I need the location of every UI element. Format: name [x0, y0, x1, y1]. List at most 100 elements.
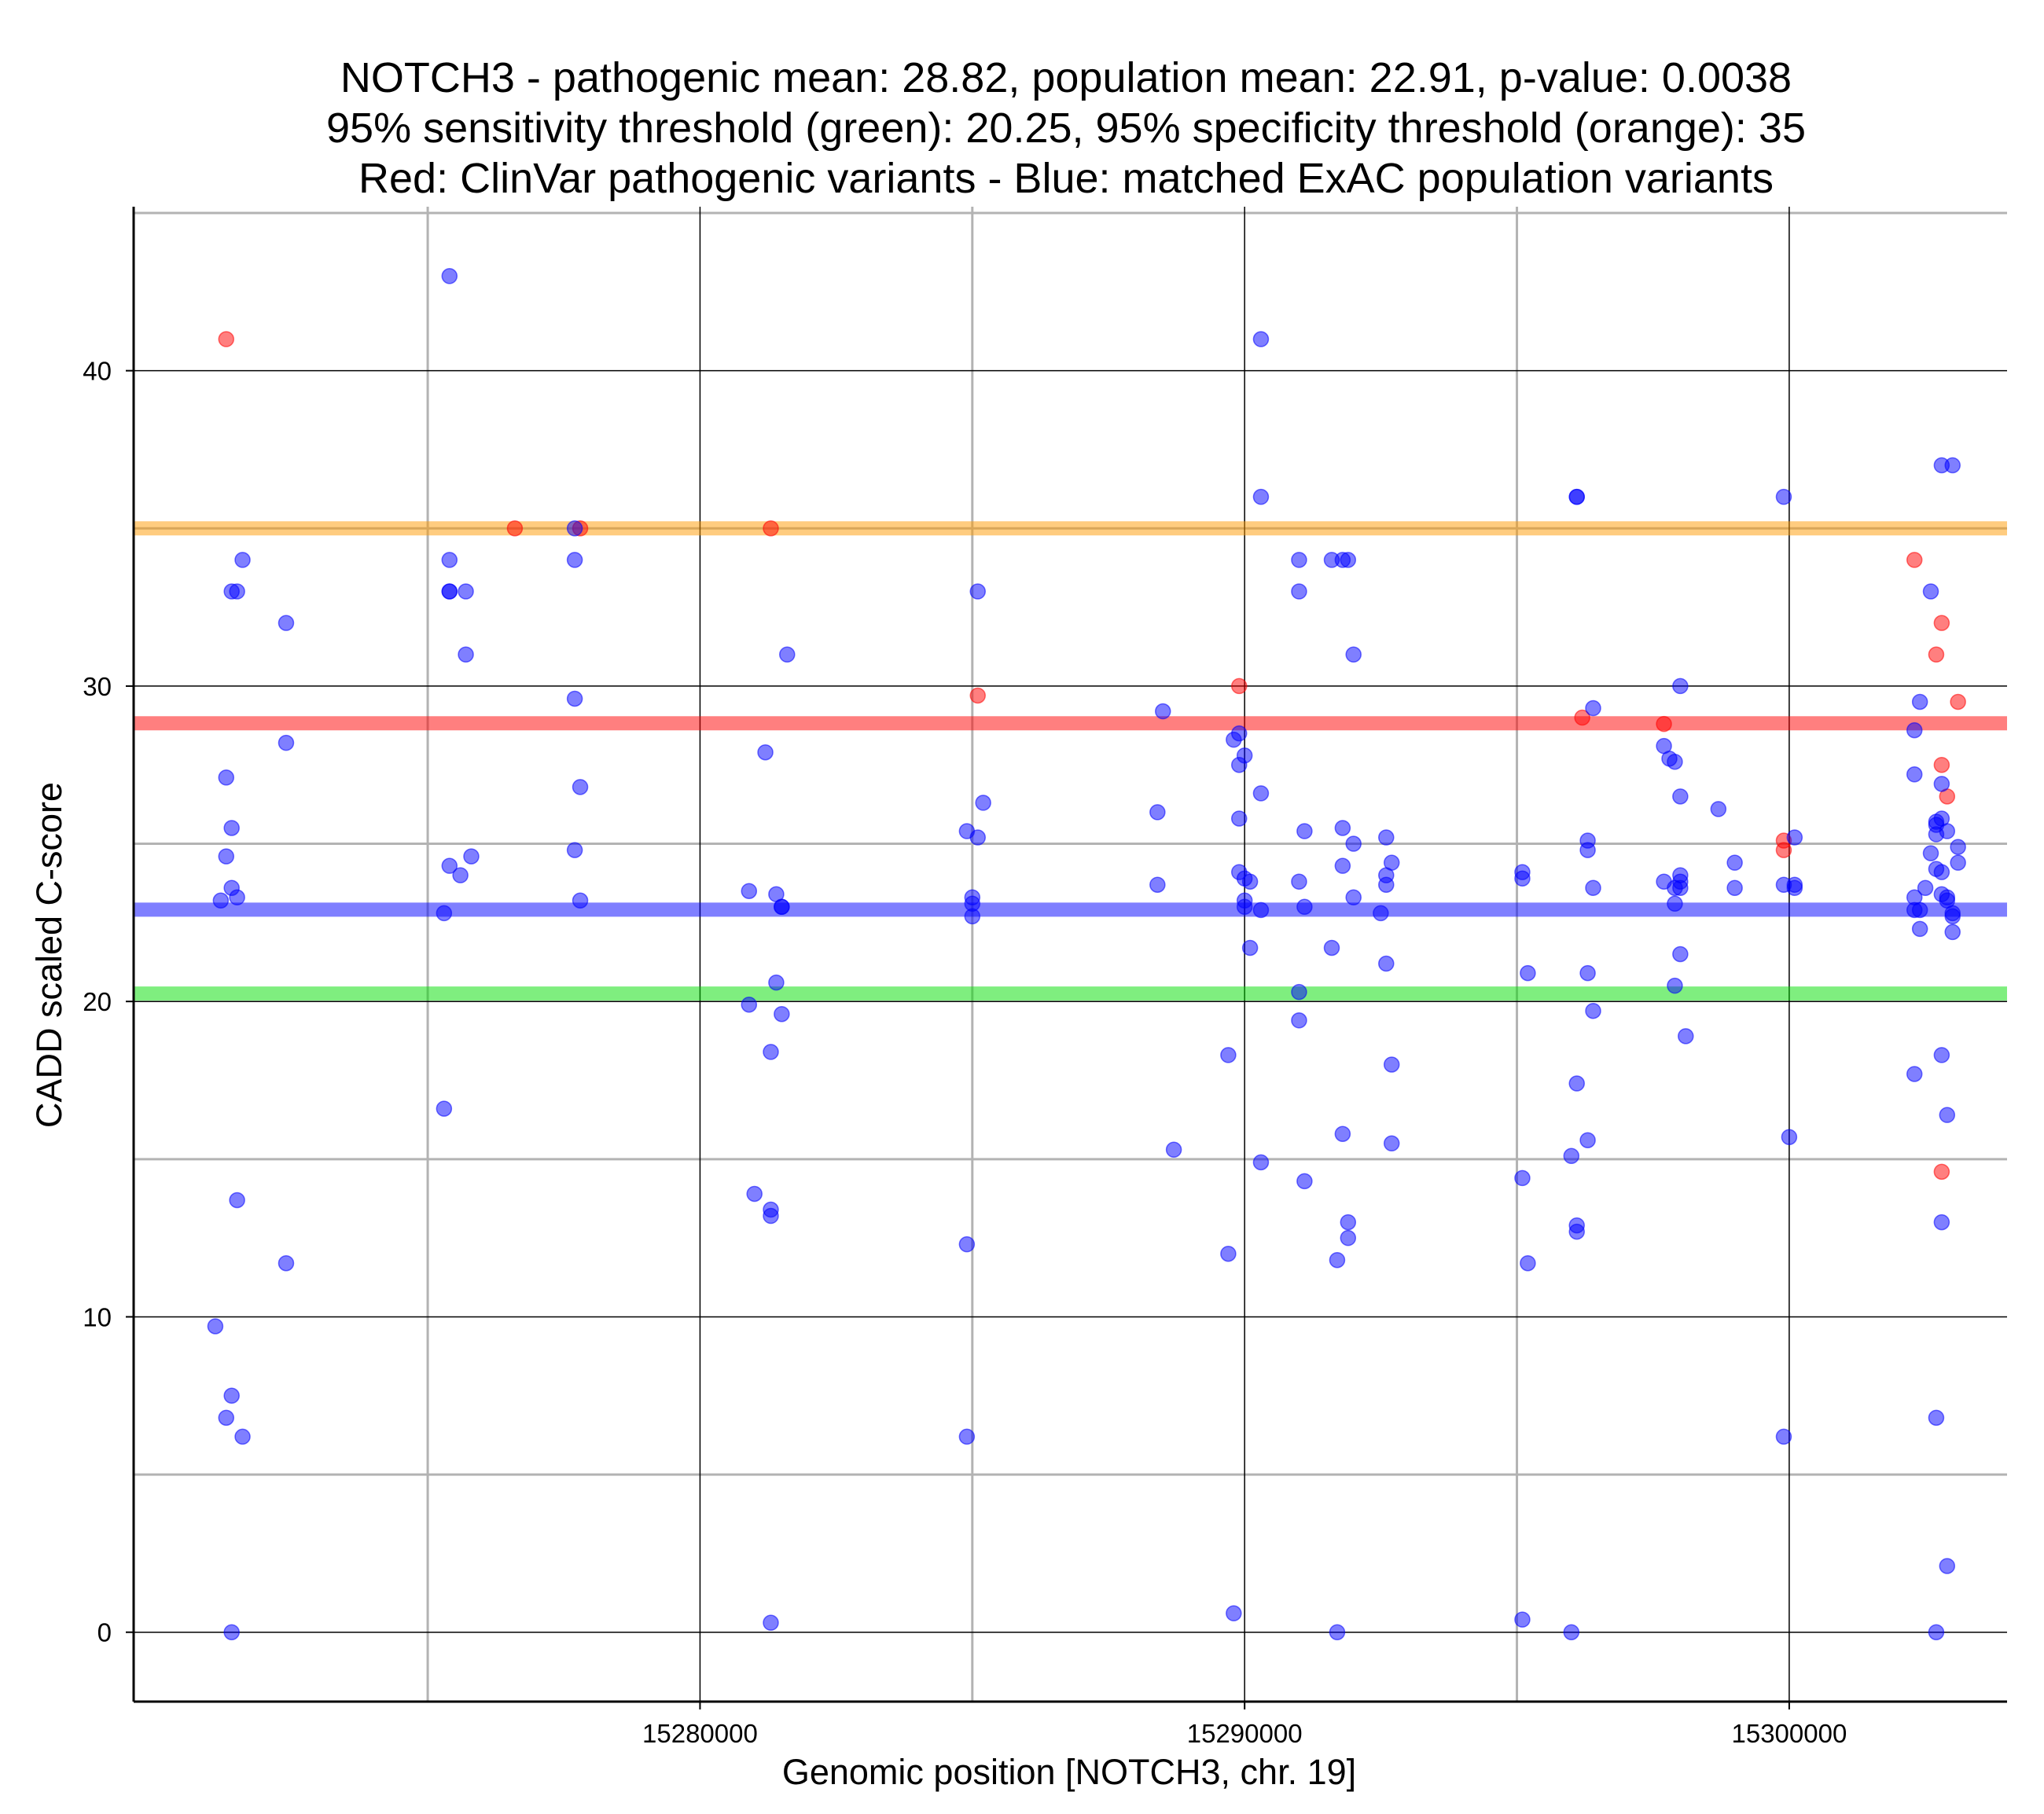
population-point — [212, 892, 230, 909]
population-point — [1241, 873, 1259, 890]
population-point — [1291, 873, 1307, 890]
population-point — [441, 857, 458, 874]
pathogenic-point — [1928, 646, 1945, 663]
population-point — [1514, 870, 1531, 887]
population-point — [1726, 854, 1743, 871]
population-point — [1667, 895, 1683, 913]
population-point — [278, 1254, 295, 1272]
population-point — [1579, 964, 1596, 982]
population-point — [1345, 835, 1362, 852]
population-point — [1329, 1624, 1346, 1640]
population-point — [1291, 583, 1307, 600]
population-point — [1781, 1129, 1798, 1145]
population-point — [1933, 776, 1950, 792]
population-point — [1155, 703, 1171, 720]
population-point — [975, 795, 991, 811]
population-point — [1378, 876, 1395, 893]
population-point — [1334, 857, 1351, 874]
population-point — [763, 1044, 779, 1060]
population-point — [1775, 488, 1792, 505]
population-point — [458, 646, 474, 663]
population-point — [441, 268, 458, 285]
population-point — [436, 905, 453, 922]
pathogenic-point — [1574, 709, 1590, 726]
population-point — [1568, 1223, 1585, 1240]
population-point — [234, 552, 251, 568]
population-point — [572, 892, 589, 909]
population-point — [1922, 845, 1939, 861]
population-point — [1220, 1047, 1237, 1063]
population-point — [1230, 725, 1248, 742]
population-point — [1939, 1558, 1956, 1574]
population-point — [1340, 1214, 1357, 1231]
population-point — [1933, 864, 1950, 880]
population-point — [1786, 829, 1803, 846]
pathogenic-point — [1933, 615, 1950, 631]
population-point — [223, 820, 240, 836]
x-tick-label: 15300000 — [1731, 1719, 1847, 1748]
pathogenic-point — [1950, 693, 1966, 711]
population-point — [774, 1005, 790, 1023]
population-point — [458, 583, 474, 600]
population-point — [1291, 552, 1307, 568]
pathogenic-point — [1933, 756, 1950, 773]
population-point — [1933, 1047, 1950, 1063]
axes — [132, 207, 2007, 1703]
population-point — [566, 520, 583, 537]
y-tick-label: 30 — [83, 672, 112, 701]
population-point — [1345, 889, 1362, 906]
population-point — [452, 867, 469, 883]
population-point — [566, 842, 583, 858]
pathogenic-point — [1230, 677, 1248, 695]
population-point — [229, 889, 245, 906]
population-point — [1252, 488, 1270, 505]
population-point — [1220, 1245, 1237, 1262]
y-tick-label: 40 — [83, 357, 112, 386]
population-point — [779, 646, 796, 663]
population-point — [1672, 879, 1689, 896]
population-point — [958, 1428, 976, 1445]
pathogenic-point — [1906, 552, 1923, 568]
population-point — [441, 552, 458, 568]
population-point — [207, 1318, 224, 1335]
population-point — [1340, 1229, 1357, 1247]
population-point — [757, 744, 774, 761]
population-point — [774, 898, 790, 916]
population-point — [1928, 1409, 1945, 1427]
population-point — [1296, 823, 1313, 839]
chart-title-line-2: 95% sensitivity threshold (green): 20.25… — [326, 105, 1806, 152]
population-point — [1585, 1002, 1601, 1019]
population-point — [746, 1185, 763, 1203]
population-point — [1241, 939, 1259, 957]
population-point — [1520, 964, 1536, 982]
pathogenic-point — [506, 520, 524, 537]
population-point — [1345, 646, 1362, 663]
population-point — [1667, 977, 1683, 994]
population-point — [1296, 898, 1313, 916]
population-point — [1568, 488, 1585, 505]
population-point — [1236, 898, 1253, 916]
population-point — [1775, 1428, 1792, 1445]
population-point — [969, 829, 986, 846]
population-point — [218, 1409, 235, 1427]
population-point — [1514, 1170, 1531, 1187]
population-point — [969, 583, 986, 600]
y-tick-label: 20 — [83, 987, 112, 1016]
population-point — [463, 848, 480, 865]
population-point — [1672, 946, 1689, 963]
population-point — [1334, 1125, 1351, 1142]
population-point — [1911, 920, 1928, 938]
population-point — [218, 769, 235, 786]
population-point — [278, 734, 295, 751]
population-point — [1933, 1214, 1950, 1231]
population-point — [1585, 700, 1601, 717]
population-point — [1291, 1012, 1307, 1029]
population-point — [1950, 854, 1966, 871]
population-point — [1563, 1624, 1580, 1640]
population-point — [566, 552, 583, 568]
population-point — [1291, 983, 1307, 1001]
population-point — [1950, 839, 1966, 855]
population-point — [1911, 693, 1928, 711]
population-point — [436, 1100, 453, 1117]
pathogenic-point — [218, 331, 235, 347]
